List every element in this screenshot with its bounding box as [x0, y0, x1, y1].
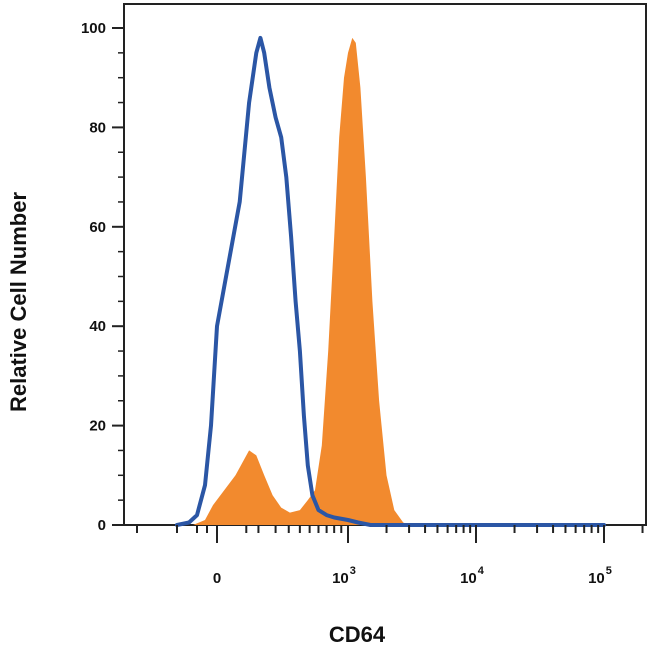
x-tick-label: 104: [460, 565, 485, 587]
x-tick-label: 0: [213, 570, 221, 587]
y-tick-label: 20: [89, 418, 106, 435]
y-tick-label: 60: [89, 219, 106, 236]
x-tick-base: 10: [460, 570, 477, 587]
x-tick-base: 10: [588, 570, 605, 587]
x-tick-base: 0: [213, 570, 221, 587]
x-tick-label: 103: [332, 565, 356, 587]
y-tick-label: 40: [89, 318, 106, 335]
y-axis-title: Relative Cell Number: [6, 192, 31, 413]
y-tick-label: 80: [89, 119, 106, 136]
y-tick-label: 100: [81, 20, 106, 37]
x-axis-title: CD64: [329, 622, 386, 647]
y-tick-label: 0: [98, 517, 106, 534]
x-tick-exponent: 3: [350, 565, 356, 577]
series-filled-histogram: [193, 37, 410, 526]
x-tick-label: 105: [588, 565, 612, 587]
series-outline-histogram: [175, 35, 606, 527]
x-tick-exponent: 5: [606, 565, 612, 577]
x-tick-exponent: 4: [478, 565, 485, 577]
series-layer: [175, 35, 606, 527]
plot-frame: [123, 3, 647, 526]
x-tick-base: 10: [332, 570, 349, 587]
